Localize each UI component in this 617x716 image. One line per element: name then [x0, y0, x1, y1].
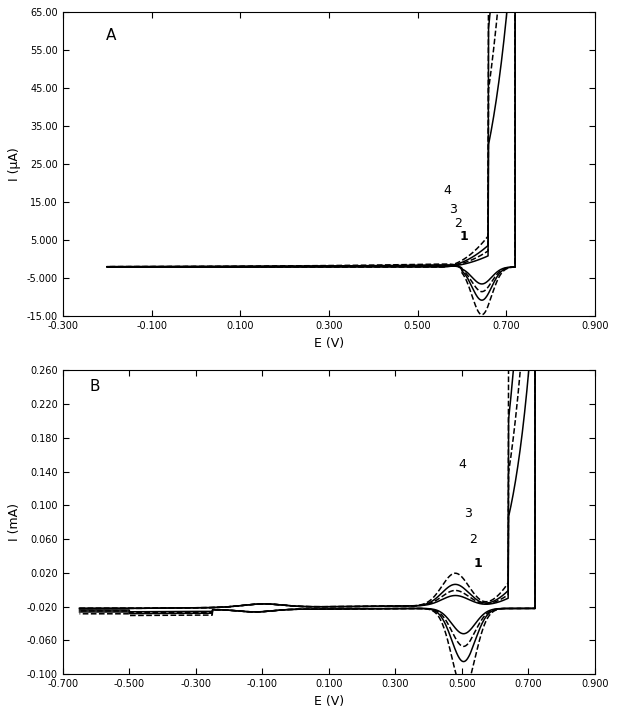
Text: 2: 2: [469, 533, 477, 546]
Text: 1: 1: [473, 557, 482, 570]
X-axis label: E (V): E (V): [314, 337, 344, 349]
Y-axis label: I (mA): I (mA): [9, 503, 22, 541]
Text: 4: 4: [443, 185, 451, 198]
X-axis label: E (V): E (V): [314, 695, 344, 707]
Text: 3: 3: [450, 203, 457, 216]
Text: 2: 2: [454, 217, 462, 230]
Text: 3: 3: [465, 508, 473, 521]
Text: A: A: [106, 27, 116, 42]
Text: B: B: [89, 379, 100, 395]
Text: 4: 4: [458, 458, 466, 471]
Text: 1: 1: [460, 230, 468, 243]
Y-axis label: I (μA): I (μA): [9, 147, 22, 181]
